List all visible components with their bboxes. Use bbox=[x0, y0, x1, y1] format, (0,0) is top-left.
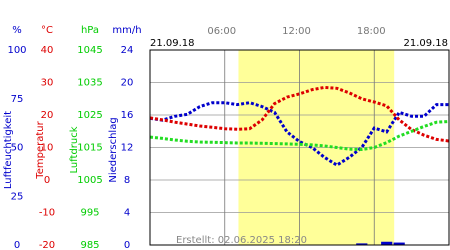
y-tick-label: 20 bbox=[121, 78, 134, 89]
y-tick-label: 40 bbox=[41, 45, 54, 56]
y-tick-label: 16 bbox=[121, 110, 134, 121]
date-left: 21.09.18 bbox=[150, 38, 195, 49]
y-tick-label: 12 bbox=[121, 143, 134, 154]
y-tick-label: 1005 bbox=[77, 175, 102, 186]
date-right: 21.09.18 bbox=[403, 38, 448, 49]
y-tick-label: 4 bbox=[124, 208, 130, 219]
y-tick-label: 8 bbox=[124, 175, 130, 186]
y-tick-label: 1015 bbox=[77, 143, 102, 154]
y-tick-label: 1025 bbox=[77, 110, 102, 121]
x-tick-label: 18:00 bbox=[357, 26, 386, 37]
y-tick-label: 20 bbox=[41, 110, 54, 121]
axis-label: Luftdruck bbox=[69, 126, 80, 173]
y-tick-label: 0 bbox=[44, 175, 50, 186]
precipitation-bar bbox=[393, 242, 405, 245]
y-tick-label: 1045 bbox=[77, 45, 102, 56]
y-tick-label: -10 bbox=[39, 208, 55, 219]
axis-label: Temperatur bbox=[35, 120, 46, 179]
y-tick-label: 0 bbox=[124, 240, 130, 250]
x-tick-label: 12:00 bbox=[282, 26, 311, 37]
precipitation-bar bbox=[381, 241, 393, 245]
axis-unit: % bbox=[12, 25, 22, 36]
y-tick-label: 30 bbox=[41, 78, 54, 89]
series-line bbox=[149, 120, 450, 152]
y-tick-label: 25 bbox=[11, 191, 24, 202]
created-note: Erstellt: 02.06.2025 18:20 bbox=[176, 235, 307, 246]
y-tick-label: 985 bbox=[80, 240, 99, 250]
axis-label: Niederschlag bbox=[108, 117, 119, 182]
y-tick-label: 995 bbox=[80, 208, 99, 219]
axis-label: Luftfeuchtigkeit bbox=[3, 111, 14, 189]
y-tick-label: 24 bbox=[121, 45, 134, 56]
axis-unit: mm/h bbox=[112, 25, 141, 36]
precipitation-bar bbox=[356, 243, 368, 245]
axis-unit: hPa bbox=[81, 25, 99, 36]
y-tick-label: -20 bbox=[39, 240, 55, 250]
axis-unit: °C bbox=[41, 25, 53, 36]
y-tick-label: 100 bbox=[7, 45, 26, 56]
y-tick-label: 10 bbox=[41, 143, 54, 154]
x-tick-label: 06:00 bbox=[207, 26, 236, 37]
y-tick-label: 0 bbox=[14, 240, 20, 250]
series-line bbox=[149, 101, 449, 167]
y-tick-label: 1035 bbox=[77, 78, 102, 89]
y-tick-label: 50 bbox=[11, 143, 24, 154]
plot-border bbox=[149, 49, 450, 246]
y-tick-label: 75 bbox=[11, 94, 24, 105]
series-line bbox=[149, 85, 450, 143]
